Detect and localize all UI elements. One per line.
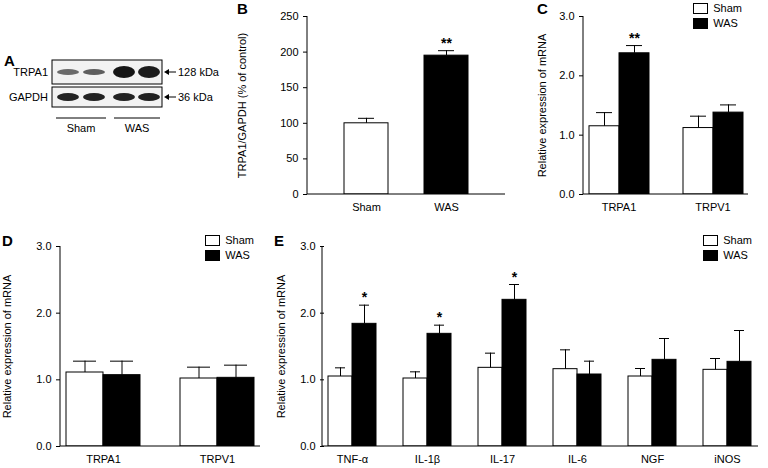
svg-text:100: 100 xyxy=(280,117,298,129)
svg-text:0: 0 xyxy=(292,188,298,200)
svg-text:0.0: 0.0 xyxy=(36,440,51,452)
svg-text:Sham: Sham xyxy=(352,201,381,213)
svg-text:WAS: WAS xyxy=(125,122,150,134)
svg-text:200: 200 xyxy=(280,46,298,58)
svg-text:Relative expression of mRNA: Relative expression of mRNA xyxy=(275,274,287,418)
svg-text:IL-17: IL-17 xyxy=(490,453,515,465)
svg-text:TRPA1: TRPA1 xyxy=(13,66,48,78)
html-text:B: B xyxy=(237,0,248,17)
svg-text:TRPA1: TRPA1 xyxy=(602,201,637,213)
svg-text:IL-1β: IL-1β xyxy=(415,453,440,465)
svg-text:TRPA1: TRPA1 xyxy=(86,453,121,465)
svg-text:**: ** xyxy=(629,30,640,46)
svg-text:IL-6: IL-6 xyxy=(568,453,587,465)
svg-text:2.0: 2.0 xyxy=(559,69,574,81)
html-text:Sham: Sham xyxy=(713,2,742,14)
html-text:WAS: WAS xyxy=(225,249,250,261)
svg-text:NGF: NGF xyxy=(641,453,665,465)
svg-text:Sham: Sham xyxy=(67,122,96,134)
svg-text:1.0: 1.0 xyxy=(300,373,315,385)
svg-text:0.0: 0.0 xyxy=(559,188,574,200)
svg-text:1.0: 1.0 xyxy=(559,129,574,141)
svg-text:Relative expression of mRNA: Relative expression of mRNA xyxy=(1,274,13,418)
svg-text:iNOS: iNOS xyxy=(714,453,740,465)
svg-text:2.0: 2.0 xyxy=(36,307,51,319)
html-text:WAS: WAS xyxy=(723,249,748,261)
html-text:E: E xyxy=(274,232,284,249)
html-text:WAS: WAS xyxy=(713,17,738,29)
svg-text:2.0: 2.0 xyxy=(300,307,315,319)
svg-text:3.0: 3.0 xyxy=(300,240,315,252)
svg-text:GAPDH: GAPDH xyxy=(9,91,48,103)
svg-text:TRPA1/GAPDH (% of control): TRPA1/GAPDH (% of control) xyxy=(236,33,248,178)
html-text:Sham: Sham xyxy=(225,234,254,246)
html-text:D: D xyxy=(2,232,13,249)
svg-text:0.0: 0.0 xyxy=(300,440,315,452)
svg-text:1.0: 1.0 xyxy=(36,373,51,385)
svg-text:3.0: 3.0 xyxy=(559,10,574,22)
svg-text:**: ** xyxy=(441,35,452,51)
svg-text:WAS: WAS xyxy=(434,201,459,213)
svg-text:250: 250 xyxy=(280,10,298,22)
svg-text:3.0: 3.0 xyxy=(36,240,51,252)
html-text:Sham: Sham xyxy=(723,234,752,246)
svg-text:36 kDa: 36 kDa xyxy=(178,91,214,103)
svg-text:128 kDa: 128 kDa xyxy=(178,66,220,78)
svg-text:50: 50 xyxy=(286,152,298,164)
svg-text:TRPV1: TRPV1 xyxy=(695,201,730,213)
svg-text:TRPV1: TRPV1 xyxy=(200,453,235,465)
html-text:C: C xyxy=(537,0,548,17)
svg-text:150: 150 xyxy=(280,81,298,93)
svg-text:Relative expression of mRNA: Relative expression of mRNA xyxy=(536,33,548,177)
svg-text:*: * xyxy=(512,269,518,285)
svg-text:TNF-α: TNF-α xyxy=(337,453,369,465)
svg-text:A: A xyxy=(4,52,15,69)
svg-text:*: * xyxy=(437,309,443,325)
svg-text:*: * xyxy=(362,289,368,305)
